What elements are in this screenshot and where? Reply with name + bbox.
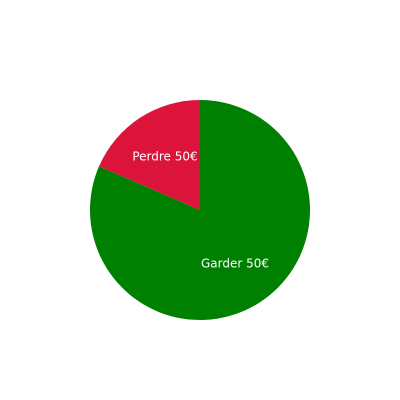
pie-labels: Garder 50€ Perdre 50€ (132, 150, 269, 271)
pie-slice-garder (90, 100, 311, 320)
pie-slices (90, 100, 311, 320)
pie-slice-perdre (99, 100, 200, 210)
pie-slice-label: Perdre 50€ (132, 150, 197, 164)
pie-slice-label: Garder 50€ (201, 256, 269, 270)
